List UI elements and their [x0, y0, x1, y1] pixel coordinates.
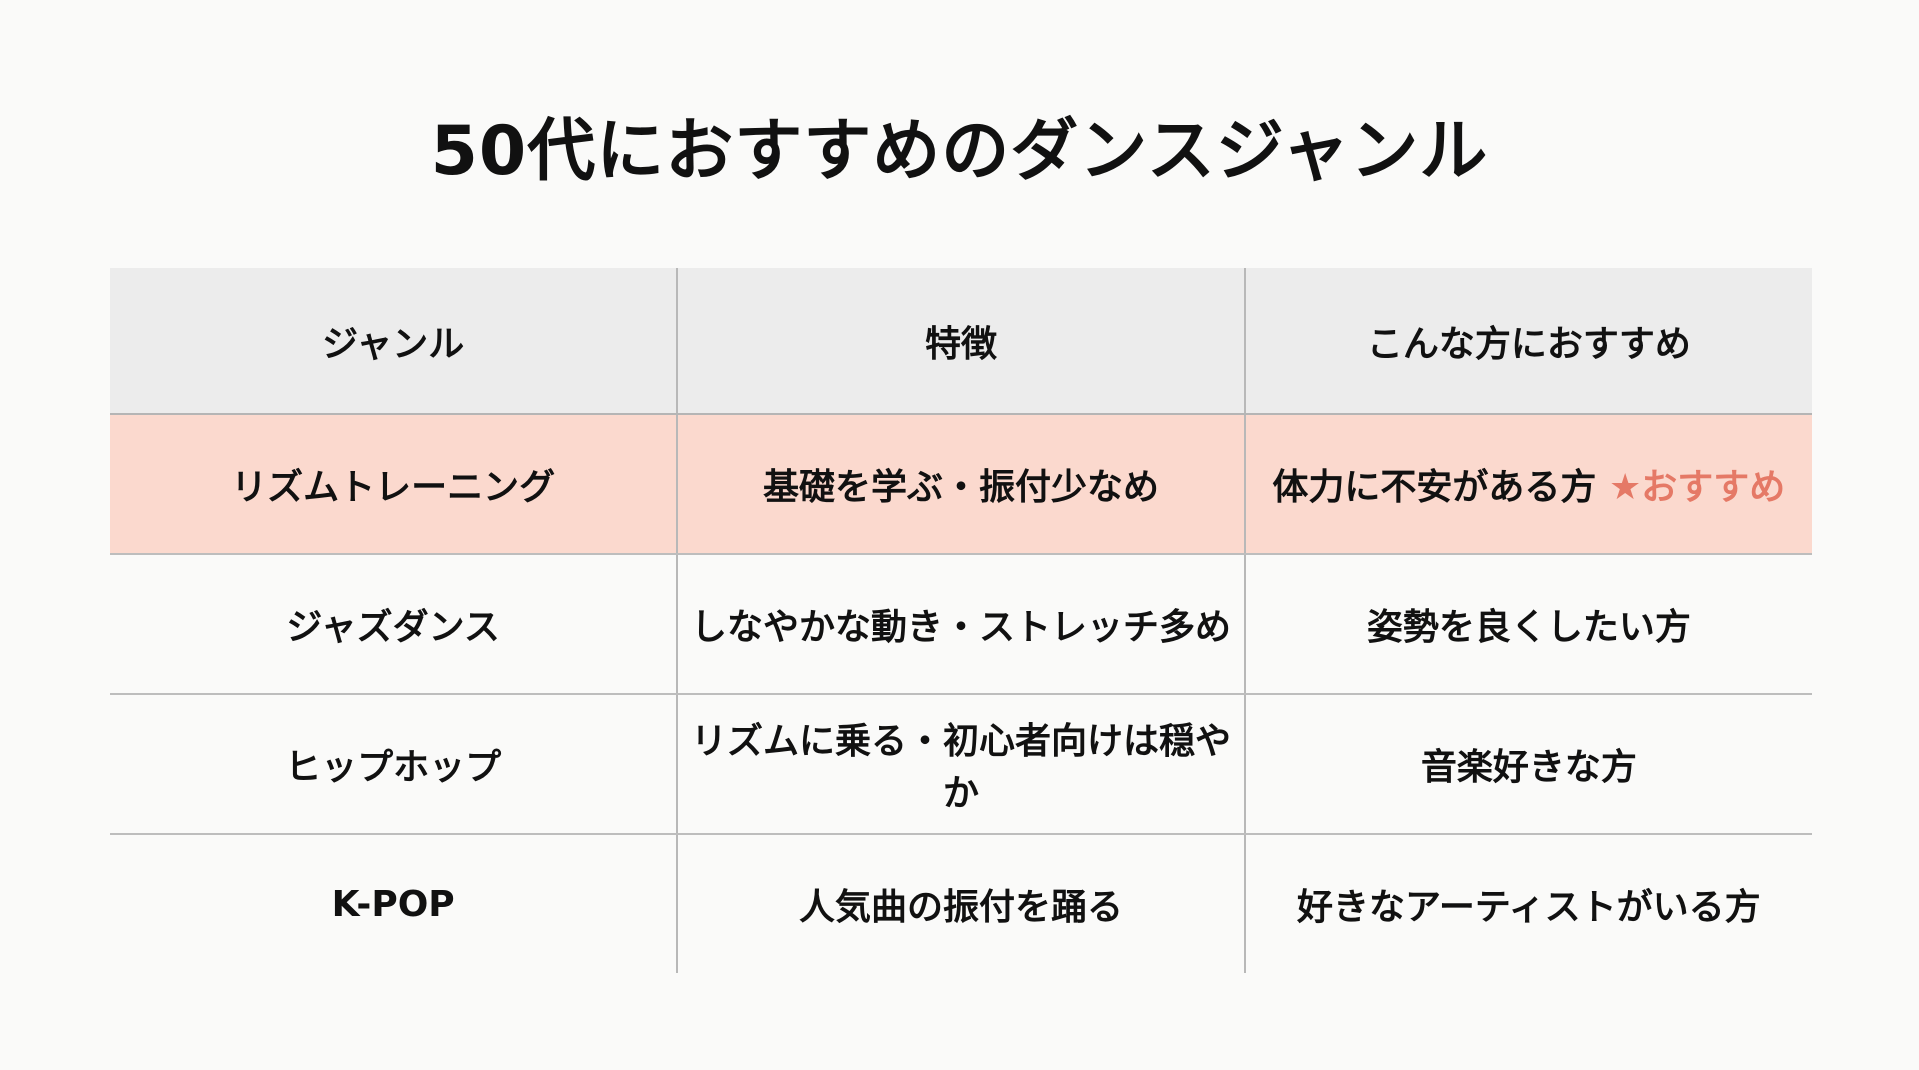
cell-feature: 基礎を学ぶ・振付少なめ	[676, 414, 1245, 555]
cell-feature: しなやかな動き・ストレッチ多め	[676, 554, 1245, 695]
header-feature: 特徴	[676, 268, 1245, 415]
header-genre: ジャンル	[110, 268, 678, 415]
cell-recommend: 姿勢を良くしたい方	[1243, 554, 1812, 695]
page-title: 50代におすすめのダンスジャンル	[430, 112, 1489, 191]
cell-genre: ヒップホップ	[110, 694, 678, 835]
cell-feature: 人気曲の振付を踊る	[676, 834, 1245, 973]
header-recommend: こんな方におすすめ	[1243, 268, 1812, 415]
cell-feature: リズムに乗る・初心者向けは穏やか	[676, 694, 1245, 835]
table-row: ヒップホップ リズムに乗る・初心者向けは穏やか 音楽好きな方	[110, 694, 1812, 835]
cell-recommend: 体力に不安がある方 ★おすすめ	[1243, 414, 1812, 555]
table-header-row: ジャンル 特徴 こんな方におすすめ	[110, 268, 1812, 415]
recommended-badge: ★おすすめ	[1608, 467, 1786, 508]
cell-genre: K-POP	[331, 883, 455, 925]
table-row: K-POP 人気曲の振付を踊る 好きなアーティストがいる方	[110, 834, 1812, 973]
recommend-text: 体力に不安がある方	[1272, 467, 1597, 508]
cell-recommend: 音楽好きな方	[1243, 694, 1812, 835]
table-row: ジャズダンス しなやかな動き・ストレッチ多め 姿勢を良くしたい方	[110, 554, 1812, 695]
cell-recommend: 好きなアーティストがいる方	[1243, 834, 1812, 973]
dance-genre-table: ジャンル 特徴 こんな方におすすめ リズムトレーニング 基礎を学ぶ・振付少なめ …	[110, 268, 1812, 973]
cell-genre: ジャズダンス	[110, 554, 678, 695]
cell-genre: リズムトレーニング	[110, 414, 678, 555]
table-row-highlighted: リズムトレーニング 基礎を学ぶ・振付少なめ 体力に不安がある方 ★おすすめ	[110, 414, 1812, 555]
